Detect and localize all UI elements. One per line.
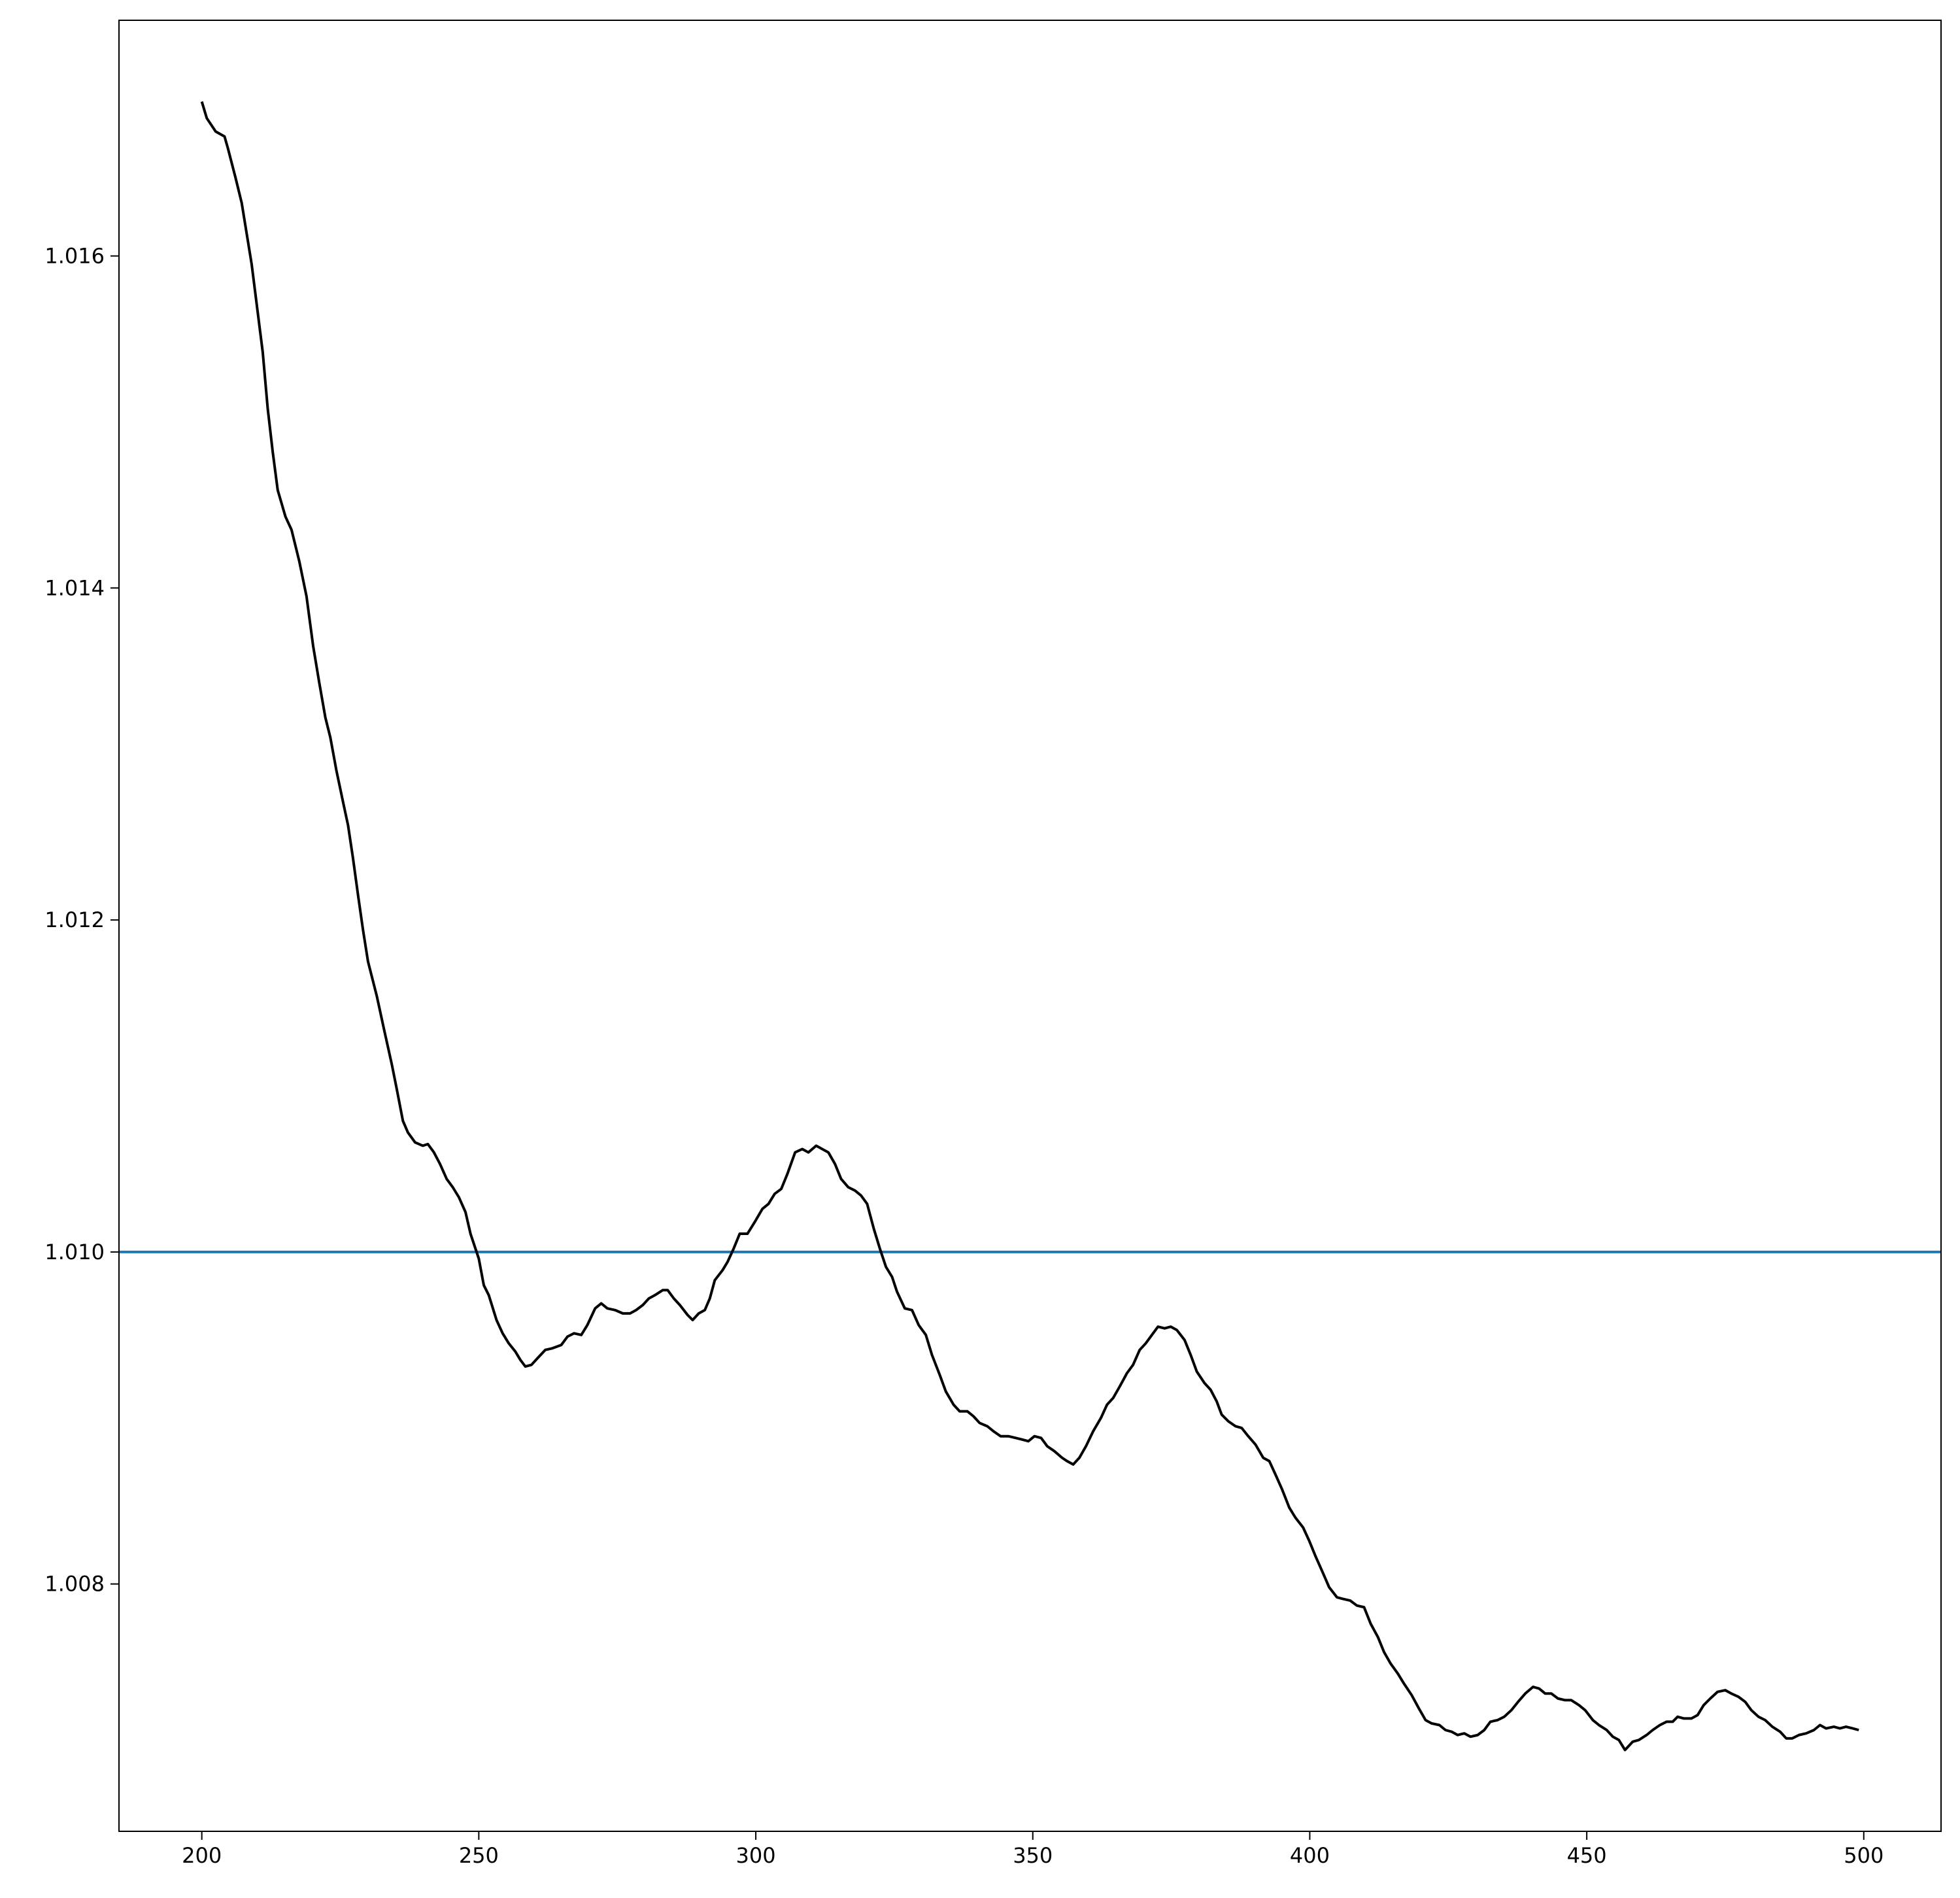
x-tick-label: 200 (182, 1843, 222, 1868)
x-tick-label: 400 (1290, 1843, 1330, 1868)
plot-frame (118, 20, 1942, 1832)
y-tick-label: 1.010 (44, 1240, 105, 1264)
x-tick-label: 250 (459, 1843, 499, 1868)
y-tick-label: 1.014 (44, 575, 105, 600)
y-tick-label: 1.008 (44, 1572, 105, 1597)
line-series (200, 101, 1859, 1752)
x-tick-label: 450 (1567, 1843, 1607, 1868)
x-tick-label: 500 (1844, 1843, 1884, 1868)
y-tick-label: 1.012 (44, 907, 105, 932)
x-tick-label: 300 (736, 1843, 776, 1868)
y-tick-label: 1.016 (44, 244, 105, 269)
x-tick-label: 350 (1013, 1843, 1053, 1868)
